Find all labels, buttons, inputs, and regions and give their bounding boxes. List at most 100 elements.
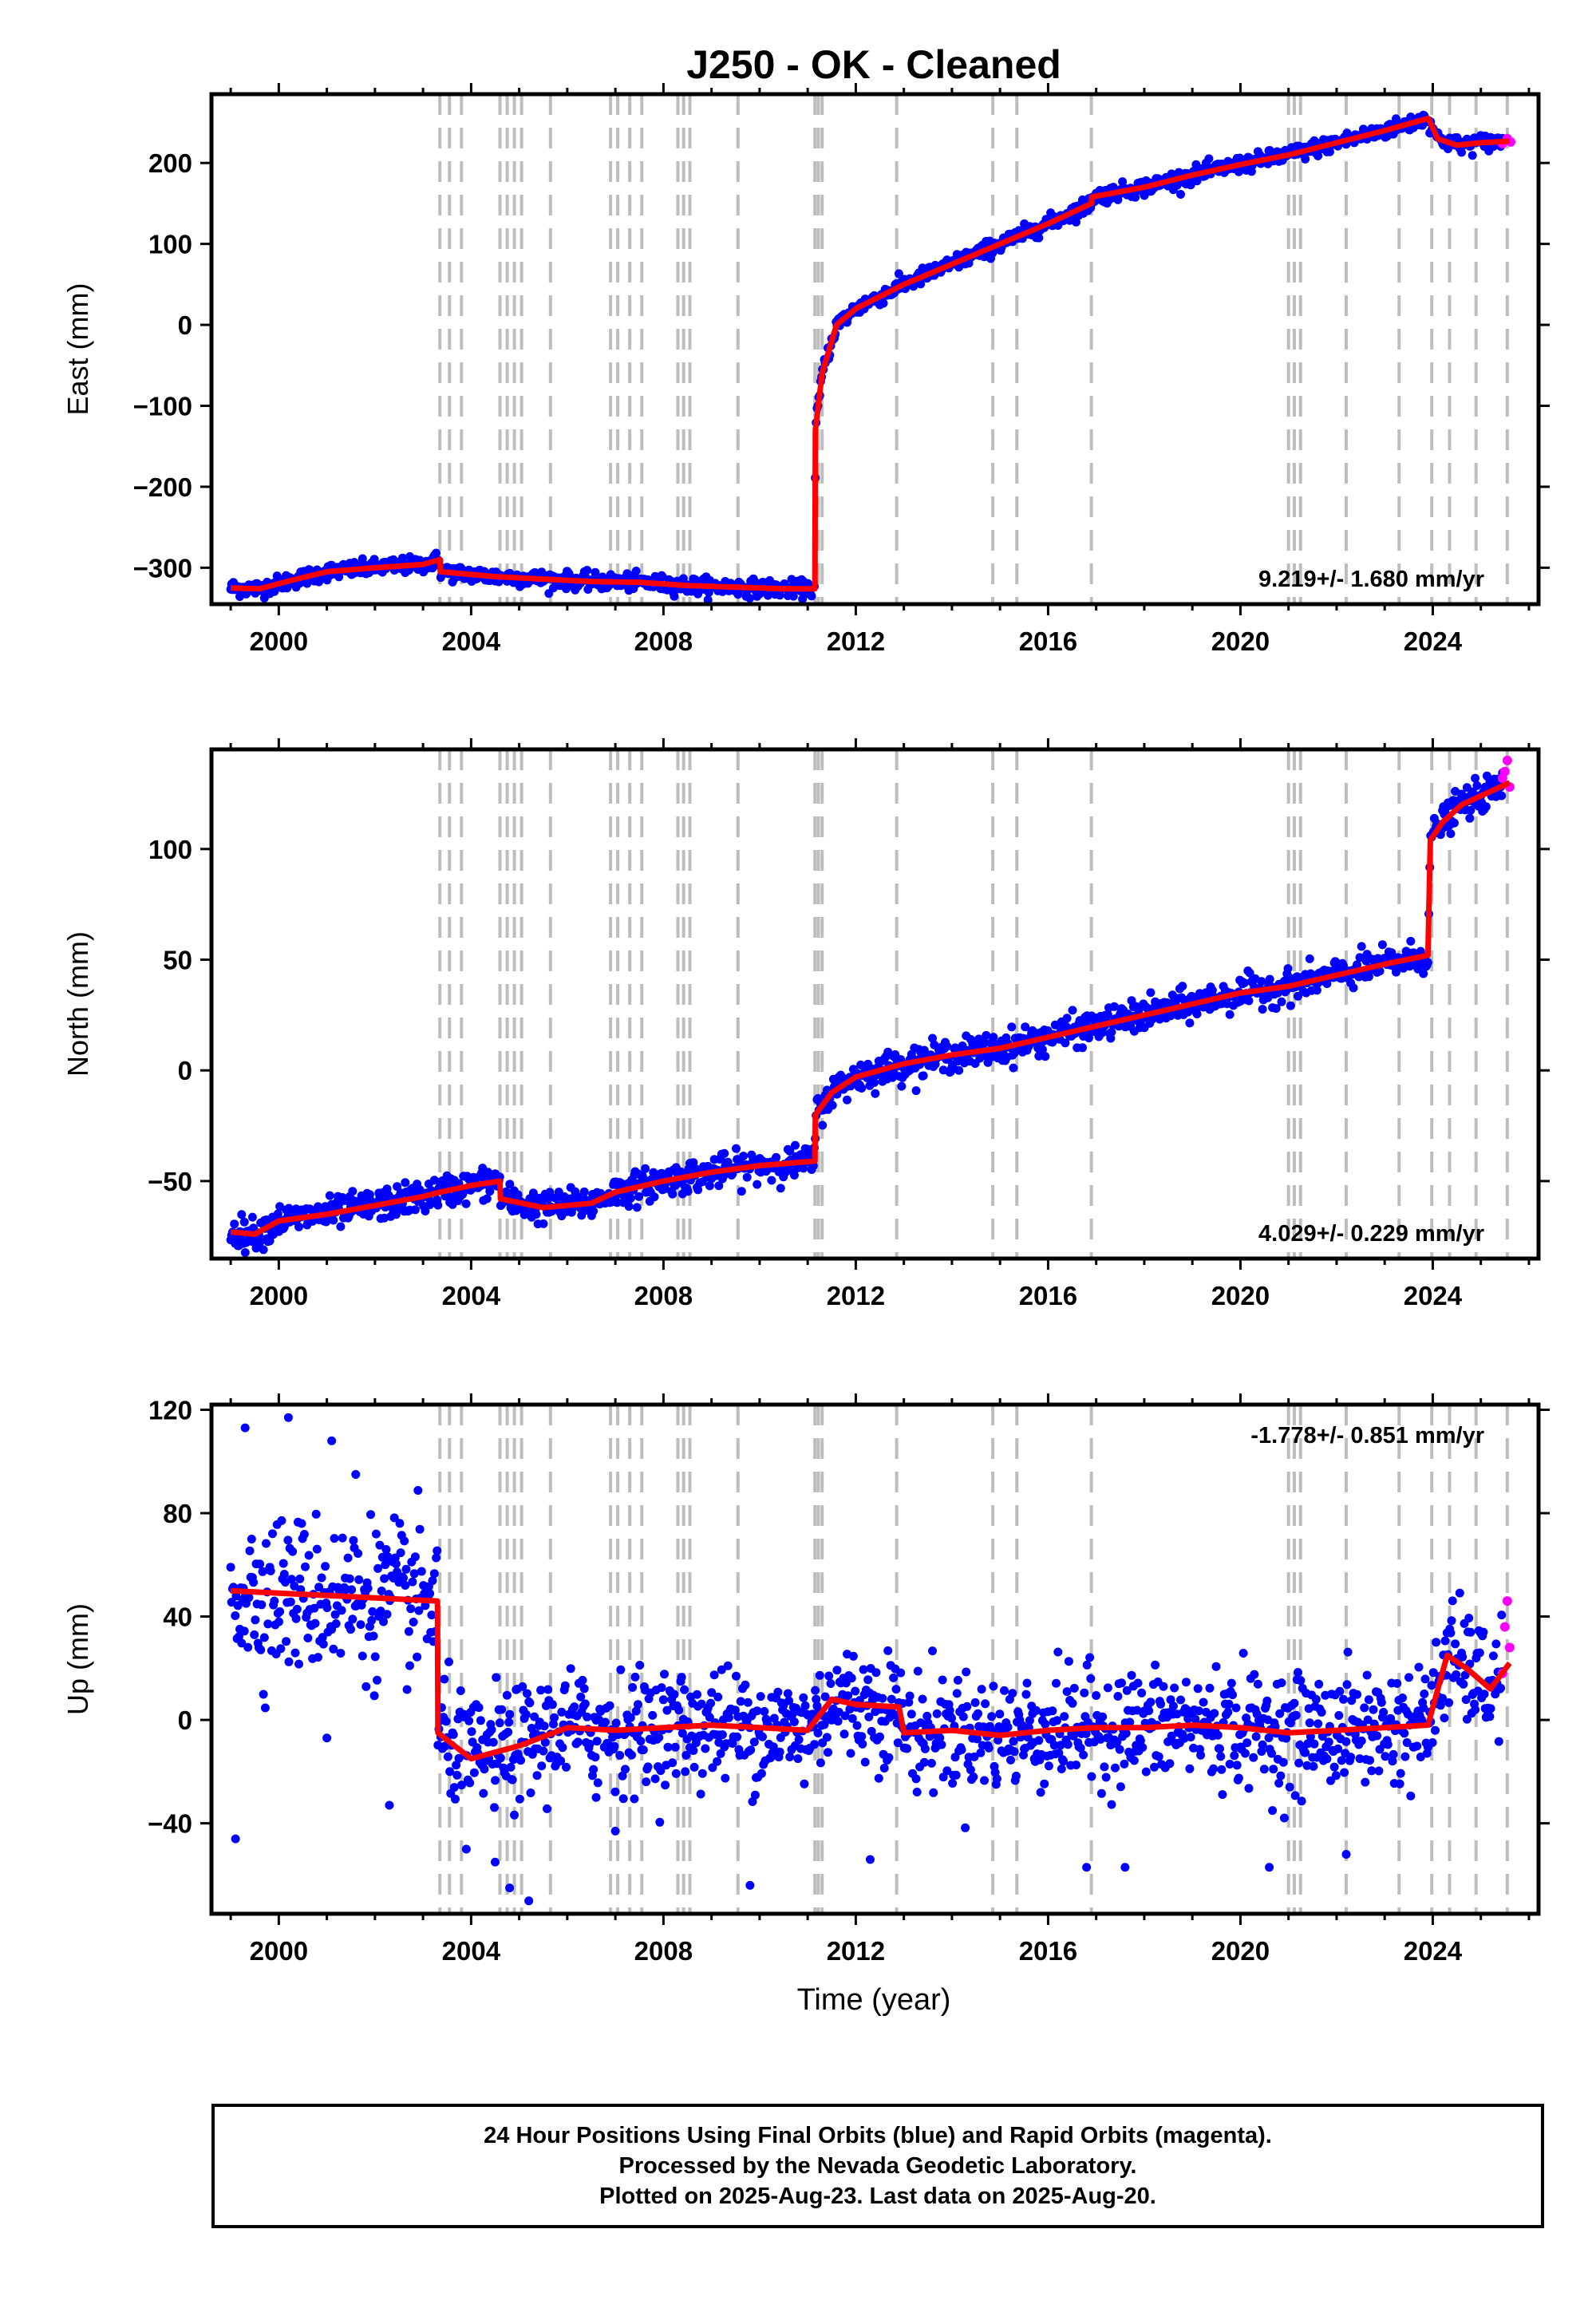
final-orbit-point [1436,1701,1445,1710]
final-orbit-point [1011,1771,1021,1780]
final-orbit-point [314,1583,324,1592]
final-orbit-point [1314,1679,1324,1689]
final-orbit-point [255,1559,265,1569]
final-orbit-point [408,1577,417,1587]
final-orbit-point [942,1041,952,1051]
final-orbit-point [937,1740,946,1749]
final-orbit-point [1087,1772,1096,1781]
final-orbit-point [662,1705,672,1715]
velocity-rate-label: 4.029+/- 0.229 mm/yr [1258,1221,1484,1247]
final-orbit-point [1364,1695,1373,1705]
final-orbit-point [543,1685,553,1694]
final-orbit-point [1406,1791,1416,1800]
final-orbit-point [1080,1688,1089,1697]
final-orbit-point [875,1732,884,1741]
y-tick-label: 100 [148,230,192,259]
final-orbit-point [1107,1800,1116,1809]
final-orbit-point [240,1248,250,1257]
final-orbit-point [295,1574,305,1583]
final-orbit-point [1302,1761,1312,1770]
final-orbit-point [556,1756,566,1765]
model-line [230,1587,1512,1762]
final-orbit-point [1432,1638,1441,1647]
final-orbit-point [753,1180,762,1189]
final-orbit-point [1457,148,1466,157]
final-orbit-point [627,1750,636,1760]
final-orbit-point [396,1548,405,1558]
final-orbit-point [969,1773,978,1781]
final-orbit-point [1193,1684,1203,1694]
final-orbit-point [743,1697,753,1707]
x-axis-label: Time (year) [797,1983,951,2017]
final-orbit-point [1373,1731,1382,1741]
final-orbit-point [402,1685,412,1694]
final-orbit-point [696,1789,705,1799]
final-orbit-point [1349,983,1358,993]
y-tick-label: 200 [148,148,192,178]
plot-frame [209,747,1541,1261]
final-orbit-point [279,1570,289,1579]
final-orbit-point [926,1758,936,1768]
x-tick-label: 2004 [442,1936,501,1966]
final-orbit-point [611,1718,621,1728]
final-orbit-point [1082,1660,1092,1670]
final-orbit-point [273,1209,282,1219]
final-orbit-point [1285,1782,1294,1792]
final-orbit-point [840,1711,850,1721]
final-orbit-point [624,1202,634,1211]
final-orbit-point [539,1721,549,1731]
final-orbit-point [1056,1741,1065,1750]
final-orbit-point [580,1699,590,1709]
final-orbit-point [857,1084,867,1093]
final-orbit-point [816,1758,825,1768]
final-orbit-point [526,1788,535,1797]
final-orbit-point [648,1710,658,1720]
final-orbit-point [377,1587,386,1595]
final-orbit-point [259,1245,268,1255]
final-orbit-point [1472,781,1482,790]
final-orbit-point [389,1513,399,1523]
final-orbit-point [1377,1697,1386,1707]
final-orbit-point [1186,180,1195,190]
final-orbit-point [874,1773,883,1783]
final-orbit-point [276,1644,286,1654]
final-orbit-point [1034,233,1044,243]
final-orbit-point [1170,1683,1179,1693]
final-orbit-point [1134,1005,1144,1014]
rapid-orbit-point [1504,1642,1515,1653]
final-orbit-point [488,1737,498,1747]
final-orbit-point [1078,1043,1087,1053]
final-orbit-point [689,1762,699,1772]
final-orbit-point [1103,1683,1112,1693]
final-orbit-point [391,1559,401,1569]
final-orbit-point [395,1519,405,1528]
final-orbit-point [857,1732,867,1741]
final-orbit-point [628,1682,638,1692]
final-orbit-point [536,1686,546,1695]
final-orbit-point [547,1700,557,1709]
final-orbit-point [948,1779,958,1788]
final-orbit-point [283,1535,293,1545]
final-orbit-point [329,1644,338,1654]
final-orbit-point [1404,1673,1413,1682]
final-orbit-point [1406,936,1416,946]
final-orbit-point [1215,1744,1224,1753]
final-orbit-point [1009,1049,1019,1057]
final-orbit-point [440,1674,449,1684]
final-orbit-point [1044,1761,1053,1771]
final-orbit-point [708,1763,717,1773]
final-orbit-point [1225,1760,1235,1769]
final-orbit-point [525,1698,535,1708]
final-orbit-point [1228,1690,1237,1700]
final-orbit-point [1117,1678,1126,1688]
y-tick-label: −100 [133,392,192,421]
final-orbit-point [977,1685,986,1694]
final-orbit-point [562,1762,571,1772]
final-orbit-point [381,1545,391,1554]
final-orbit-point [1054,1749,1064,1758]
final-orbit-point [1049,1741,1059,1750]
final-orbit-point [1333,1744,1343,1753]
final-orbit-point [1053,1716,1062,1725]
final-orbit-point [301,1562,310,1571]
final-orbit-point [980,1038,989,1048]
